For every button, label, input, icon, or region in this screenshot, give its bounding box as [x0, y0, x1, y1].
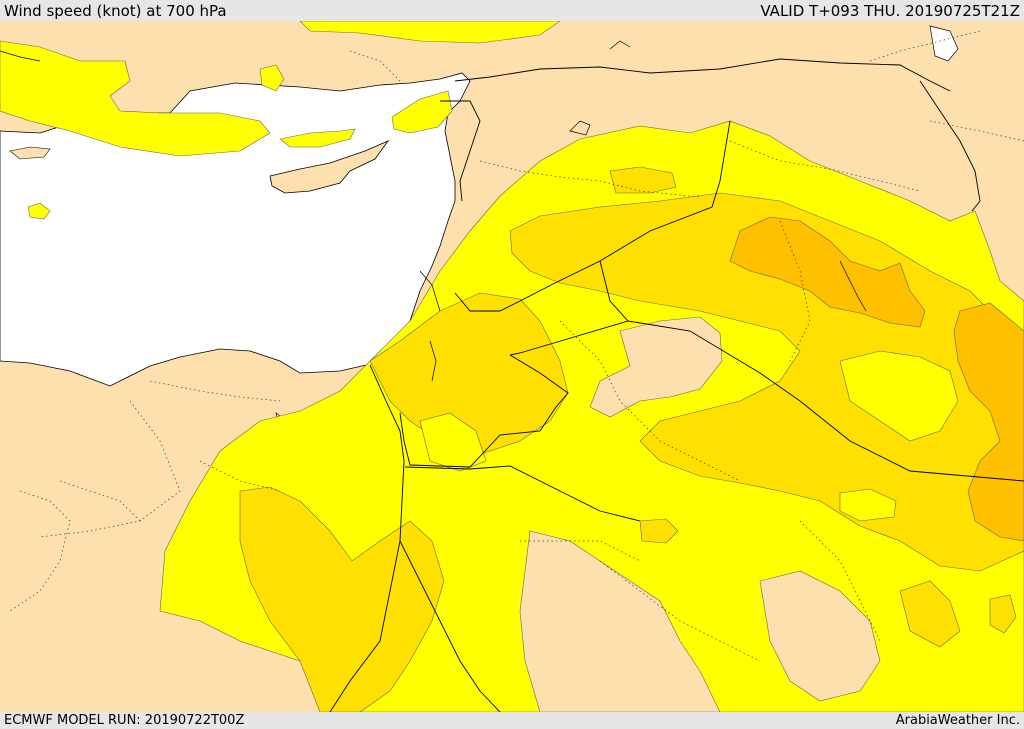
wind-band-gold-small	[609, 166, 677, 194]
wind-band-yellow-blob	[391, 90, 453, 134]
calm-area-north	[589, 316, 723, 418]
footer-bar: ECMWF MODEL RUN: 20190722T00Z ArabiaWeat…	[0, 712, 1024, 729]
wind-band-yellow-small	[279, 128, 356, 148]
wind-map[interactable]	[0, 21, 1024, 712]
cyprus-island	[269, 140, 390, 194]
wind-band-orange-gulf	[953, 302, 1024, 542]
map-canvas	[0, 21, 1024, 712]
yellow-pocket-southeast	[839, 488, 897, 522]
province-lines	[9, 30, 1024, 662]
wind-band-yellow-north-2	[299, 21, 561, 44]
calm-area-south	[519, 530, 721, 712]
wind-band-gold-patch-2	[989, 594, 1017, 634]
wind-band-gold-east	[899, 580, 961, 648]
caspian-sea	[929, 25, 959, 62]
crete-island	[9, 146, 51, 160]
calm-area-southeast	[759, 570, 881, 702]
yellow-pocket-jordan	[419, 412, 487, 472]
wind-band-gold-egypt	[239, 486, 445, 712]
mediterranean-sea	[0, 72, 471, 387]
yellow-pocket-east	[839, 350, 959, 442]
wind-band-yellow-dot-2	[259, 64, 285, 92]
credit-text: ArabiaWeather Inc.	[895, 713, 1020, 728]
wind-band-yellow-north	[0, 40, 271, 157]
wind-band-gold-patch	[639, 518, 679, 544]
header-bar: Wind speed (knot) at 700 hPa VALID T+093…	[0, 0, 1024, 21]
coastlines	[0, 40, 867, 382]
model-run: ECMWF MODEL RUN: 20190722T00Z	[4, 713, 245, 728]
valid-time: VALID T+093 THU. 20190725T21Z	[760, 2, 1020, 20]
wind-band-yellow-dot	[27, 202, 51, 220]
country-borders	[329, 58, 1024, 712]
wind-band-orange-iraq	[729, 216, 926, 328]
map-title: Wind speed (knot) at 700 hPa	[4, 2, 227, 20]
